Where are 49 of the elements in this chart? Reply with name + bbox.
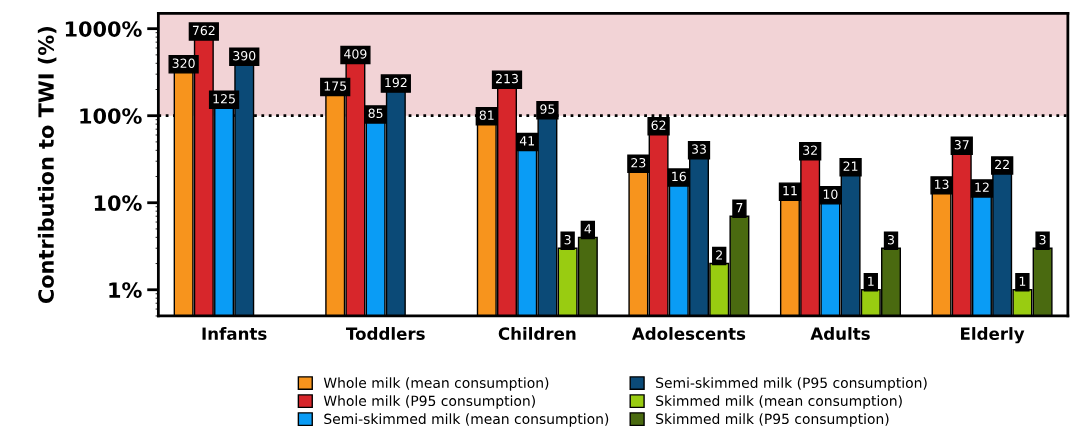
data-label: 192	[385, 77, 407, 88]
data-label: 37	[954, 140, 969, 150]
y-tick-label: 1%	[109, 282, 142, 298]
data-label: 62	[651, 120, 666, 130]
data-label: 409	[344, 49, 367, 59]
legend-label: Whole milk (P95 consumption)	[323, 395, 535, 409]
y-tick-label: 10%	[94, 195, 142, 211]
legend-label: Skimmed milk (mean consumption)	[656, 395, 902, 409]
legend-label: Semi-skimmed milk (P95 consumption)	[656, 377, 927, 391]
data-label: 85	[368, 108, 383, 119]
data-label: 13	[934, 179, 949, 189]
y-tick-label: 100%	[80, 108, 142, 124]
data-label: 320	[172, 58, 195, 68]
x-tick-label: Adults	[810, 327, 870, 340]
legend-label: Skimmed milk (P95 consumption)	[656, 413, 889, 427]
data-label: 21	[843, 161, 858, 171]
data-label: 33	[692, 144, 706, 154]
legend-label: Semi-skimmed milk (mean consumption)	[324, 413, 609, 427]
data-label: 125	[213, 94, 235, 104]
data-label: 1	[1019, 276, 1026, 286]
data-label: 32	[803, 145, 817, 155]
legend-label: Whole milk (mean consumption)	[323, 377, 549, 391]
x-tick-label: Adolescents	[631, 327, 746, 340]
data-label: 16	[672, 171, 686, 182]
data-label: 22	[995, 159, 1009, 169]
x-tick-label: Infants	[202, 327, 267, 340]
data-label: 2	[716, 250, 722, 260]
data-label: 4	[584, 224, 592, 234]
data-label: 12	[975, 182, 989, 192]
data-label: 10	[823, 189, 838, 199]
y-tick-label: 1000%	[65, 21, 142, 37]
data-label: 23	[631, 157, 646, 168]
x-tick-label: Elderly	[961, 327, 1025, 344]
data-label: 81	[479, 110, 494, 120]
data-label: 175	[324, 81, 347, 91]
x-tick-label: Children	[498, 327, 576, 340]
data-label: 213	[495, 73, 518, 84]
data-label: 3	[1039, 234, 1046, 245]
data-label: 7	[736, 203, 743, 213]
data-label: 1	[868, 276, 874, 286]
data-label: 762	[192, 25, 215, 36]
data-label: 41	[519, 136, 535, 146]
data-label: 3	[564, 234, 571, 245]
data-label: 390	[233, 51, 256, 61]
data-label: 11	[783, 186, 797, 196]
y-axis-title: Contribution to TWI (%)	[37, 27, 57, 303]
x-tick-label: Toddlers	[346, 327, 425, 340]
data-label: 3	[887, 234, 894, 245]
data-label: 95	[540, 104, 555, 114]
